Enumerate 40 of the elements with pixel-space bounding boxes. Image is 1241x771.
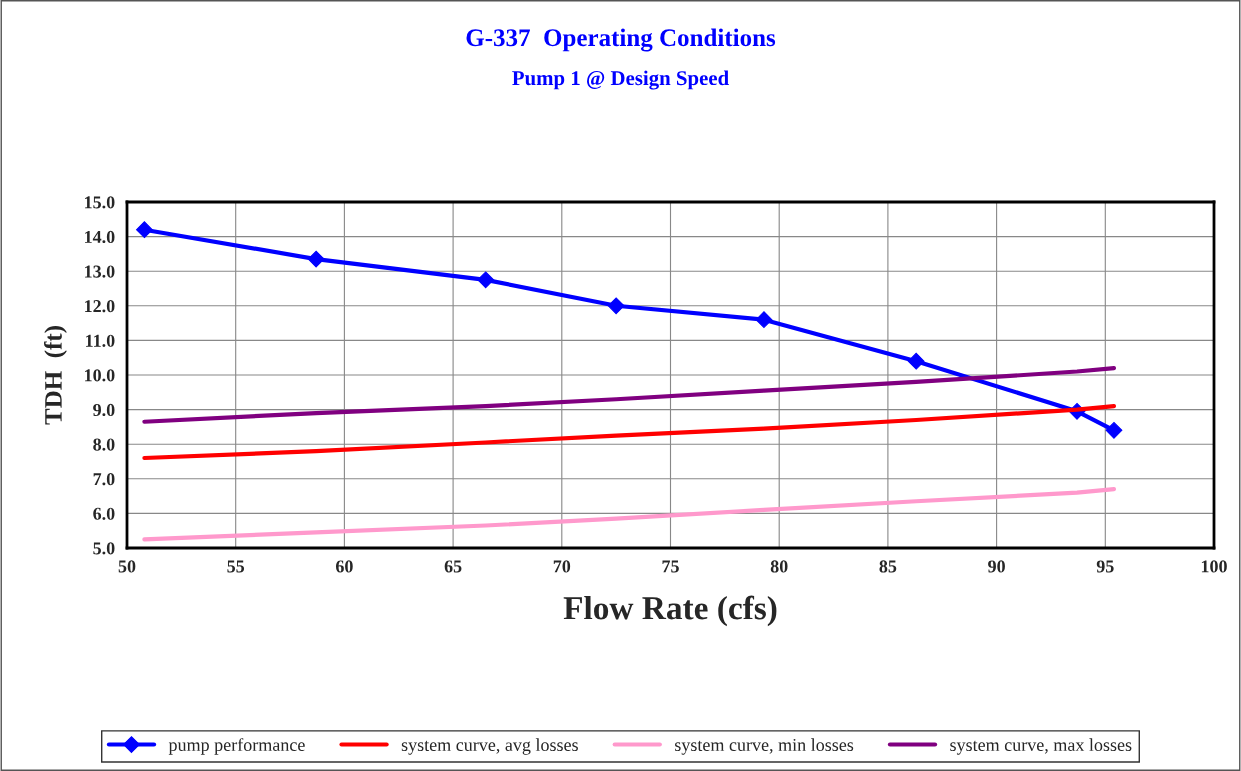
legend-label: system curve, min losses — [675, 738, 854, 755]
point — [307, 250, 325, 268]
y-tick-label: 14.0 — [85, 230, 115, 244]
legend-label: system curve, avg losses — [401, 738, 578, 755]
point — [907, 352, 925, 370]
y-tick-label: 8.0 — [93, 438, 115, 451]
point — [755, 311, 773, 329]
y-tick-label: 11.0 — [86, 334, 115, 347]
x-tick-label: 65 — [444, 560, 462, 573]
y-tick-label: 12.0 — [85, 300, 115, 313]
point — [136, 221, 153, 239]
x-tick-label: 55 — [227, 560, 245, 573]
chart-subtitle: Pump 1 @ Design Speed — [512, 70, 729, 90]
y-tick-label: 9.0 — [93, 403, 115, 417]
x-tick-label: 85 — [879, 560, 897, 573]
legend-label: pump performance — [168, 738, 305, 755]
y-tick-label: 5.0 — [93, 542, 115, 555]
x-tick-label: 100 — [1201, 560, 1227, 573]
line-series — [142, 365, 1117, 424]
y-tick-label: 10.0 — [85, 369, 115, 382]
point — [607, 297, 625, 315]
point — [1105, 421, 1123, 439]
x-tick-label: 70 — [553, 560, 571, 573]
y-axis-title: TDH (ft) — [44, 326, 67, 425]
x-tick-label: 75 — [662, 560, 679, 573]
x-tick-label: 60 — [335, 560, 353, 573]
x-tick-label: 80 — [770, 560, 788, 573]
y-tick-label: 15.0 — [85, 196, 115, 209]
x-tick-label: 95 — [1096, 560, 1114, 573]
y-tick-label: 6.0 — [93, 507, 115, 520]
x-tick-label: 90 — [988, 560, 1005, 573]
y-tick-label: 13.0 — [85, 265, 115, 278]
line-series — [142, 487, 1117, 542]
x-tick-label: 50 — [118, 560, 136, 573]
x-axis-title: Flow Rate (cfs) — [563, 595, 777, 627]
chart-title: G-337 Operating Conditions — [466, 28, 776, 52]
point — [477, 271, 495, 289]
y-tick-label: 7.0 — [93, 473, 115, 486]
line-series — [142, 404, 1117, 461]
legend-label: system curve, max losses — [950, 738, 1132, 755]
